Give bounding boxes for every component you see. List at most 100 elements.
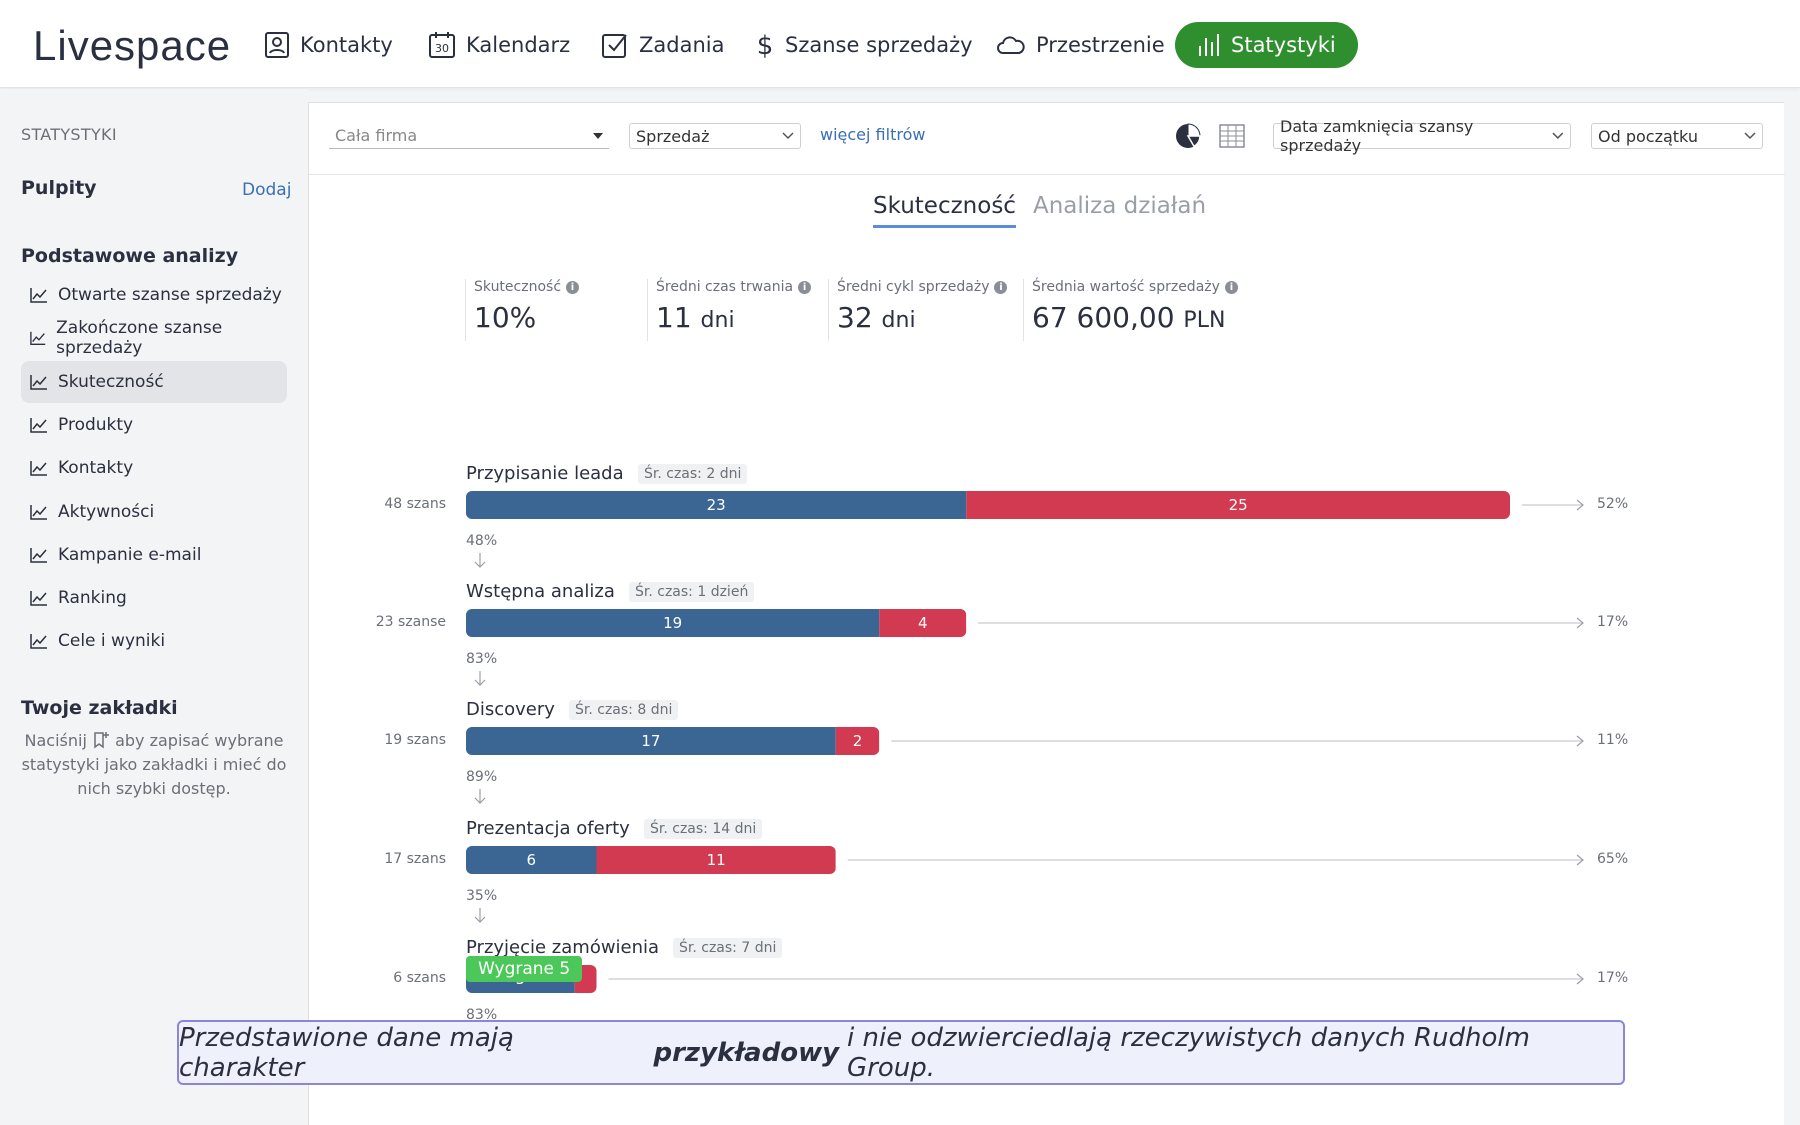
line-chart-icon — [30, 591, 47, 606]
line-chart-icon — [30, 504, 47, 520]
arrow-down-head — [474, 679, 486, 686]
stage-bar[interactable] — [466, 609, 967, 637]
nav-zadania[interactable]: Zadania — [601, 22, 724, 68]
stage-loss-rate: 52% — [1597, 496, 1629, 512]
nav-kontakty[interactable]: Kontakty — [264, 22, 393, 68]
arrow-right-icon — [1576, 735, 1584, 747]
table-view-button[interactable] — [1219, 123, 1245, 153]
add-dashboard-link[interactable]: Dodaj — [242, 180, 292, 200]
stage-title: Przypisanie leada — [466, 463, 624, 484]
company-select[interactable]: Cała firma — [329, 123, 609, 149]
livespace-logo[interactable]: Livespace — [33, 22, 232, 69]
stage-bar[interactable] — [466, 727, 880, 755]
caret-down-icon — [593, 132, 603, 139]
date-range-select[interactable]: Od początku — [1591, 123, 1763, 149]
sidebar-item-label: Otwarte szanse sprzedaży — [58, 285, 282, 305]
sidebar-item-kontakty[interactable]: Kontakty — [21, 447, 287, 489]
info-icon[interactable]: i — [798, 280, 812, 294]
kpi-value: 11 — [656, 301, 692, 334]
bar-segment-lost[interactable] — [596, 846, 836, 874]
arrow-right-icon — [1576, 617, 1584, 629]
pipeline-select[interactable]: Sprzedaż — [629, 123, 801, 149]
stage-bar[interactable] — [466, 491, 1510, 519]
kpi-label: Średni czas trwania — [656, 279, 794, 295]
svg-text:30: 30 — [435, 42, 449, 55]
bar-segment-advanced[interactable] — [466, 491, 967, 519]
company-select-placeholder: Cała firma — [335, 126, 418, 145]
top-navigation-bar: Livespace Kontakty 30 Kalendarz Zadania … — [0, 0, 1800, 88]
stage-conversion-rate: 89% — [466, 769, 498, 785]
sidebar-item-skutecznosc[interactable]: Skuteczność — [21, 360, 287, 403]
bar-segment-lost[interactable] — [835, 727, 880, 755]
pipeline-select-value: Sprzedaż — [636, 126, 710, 146]
arrow-right-icon — [1576, 854, 1584, 866]
sidebar-section-label: STATYSTYKI — [21, 125, 117, 144]
sidebar-item-produkty[interactable]: Produkty — [21, 404, 287, 446]
stage-avg-time: Śr. czas: 1 dzień — [629, 582, 755, 602]
kpi-value: 67 600,00 — [1032, 301, 1175, 334]
sidebar-item-otwarte-szanse-sprzedazy[interactable]: Otwarte szanse sprzedaży — [21, 274, 287, 316]
line-chart-icon — [30, 332, 46, 346]
pie-chart-view-button[interactable] — [1175, 123, 1201, 153]
info-icon[interactable]: i — [994, 280, 1008, 294]
line-chart-icon — [30, 461, 47, 476]
nav-statystyki-label: Statystyki — [1231, 33, 1336, 57]
info-icon[interactable]: i — [1224, 280, 1238, 294]
sidebar-item-zakonczone-szanse-sprzedazy[interactable]: Zakończone szanse sprzedaży — [21, 317, 287, 359]
arrow-right-icon — [1576, 973, 1584, 985]
info-icon[interactable]: i — [566, 280, 580, 294]
sidebar-item-cele-i-wyniki[interactable]: Cele i wyniki — [21, 620, 287, 662]
bar-segment-lost[interactable] — [966, 491, 1510, 519]
nav-statystyki[interactable]: Statystyki — [1175, 22, 1358, 68]
bar-value-lost: 25 — [1229, 496, 1248, 514]
nav-szanse-sprzedazy[interactable]: $ Szanse sprzedaży — [755, 22, 973, 68]
nav-kalendarz[interactable]: 30 Kalendarz — [428, 22, 570, 68]
sample-data-disclaimer: Przedstawione dane mają charakter przykł… — [177, 1020, 1625, 1085]
bar-segment-lost[interactable] — [879, 609, 967, 637]
disclaimer-text-end: i nie odzwierciedlają rzeczywistych dany… — [847, 1022, 1530, 1083]
arrow-right-icon — [1576, 499, 1584, 511]
kpi-value: 10% — [474, 301, 537, 334]
sidebar-item-label: Kampanie e-mail — [58, 544, 202, 565]
chevron-down-icon — [1552, 132, 1564, 139]
stage-bar[interactable] — [466, 846, 836, 874]
bar-value-lost: 2 — [853, 732, 863, 750]
kpi-sredni-cykl-sprzedazy: Średni cykl sprzedaży i 32 dni — [828, 279, 1008, 341]
sidebar-item-ranking[interactable]: Ranking — [21, 577, 287, 619]
more-filters-link[interactable]: więcej filtrów — [820, 125, 926, 144]
sidebar-item-kampanie-e-mail[interactable]: Kampanie e-mail — [21, 534, 287, 576]
stage-loss-rate: 17% — [1597, 970, 1629, 986]
stage-loss-rate: 17% — [1597, 614, 1629, 630]
kpi-unit: PLN — [1183, 308, 1226, 333]
kpi-label: Skuteczność — [474, 279, 562, 295]
kpi-unit: dni — [881, 308, 916, 333]
stage-title: Wstępna analiza — [466, 581, 615, 602]
date-range-select-value: Od początku — [1598, 126, 1698, 146]
bar-segment-advanced[interactable] — [466, 727, 836, 755]
bar-value-lost: 4 — [918, 614, 928, 632]
checkbox-icon — [602, 34, 627, 58]
sidebar-item-label: Ranking — [58, 588, 127, 609]
line-chart-icon — [30, 374, 47, 390]
kpi-srednia-wartosc-sprzedazy: Średnia wartość sprzedaży i 67 600,00 PLN — [1023, 279, 1238, 341]
bar-segment-advanced[interactable] — [466, 846, 597, 874]
nav-przestrzenie-label: Przestrzenie — [1036, 33, 1165, 57]
arrow-down-head — [474, 916, 486, 923]
stage-count: 23 szanse — [375, 614, 446, 630]
tab-analiza-dzialan[interactable]: Analiza działań — [1033, 193, 1207, 219]
line-chart-icon — [30, 288, 47, 303]
bookmarks-note-start: Naciśnij — [24, 731, 87, 750]
filters-bar: Cała firma Sprzedaż więcej filtrów Data … — [309, 103, 1785, 175]
bar-chart-icon — [1199, 34, 1219, 56]
nav-przestrzenie[interactable]: Przestrzenie — [996, 22, 1165, 68]
svg-text:$: $ — [757, 31, 774, 60]
calendar-icon: 30 — [429, 32, 455, 58]
bar-segment-advanced[interactable] — [466, 609, 880, 637]
tab-skutecznosc[interactable]: Skuteczność — [873, 193, 1016, 228]
stage-avg-time: Śr. czas: 8 dni — [569, 700, 679, 720]
date-field-select[interactable]: Data zamknięcia szansy sprzedaży — [1273, 117, 1571, 155]
sidebar-item-aktywnosci[interactable]: Aktywności — [21, 491, 287, 533]
stage-loss-rate: 65% — [1597, 851, 1629, 867]
pie-chart-icon — [1176, 123, 1201, 148]
nav-kontakty-label: Kontakty — [300, 33, 393, 57]
